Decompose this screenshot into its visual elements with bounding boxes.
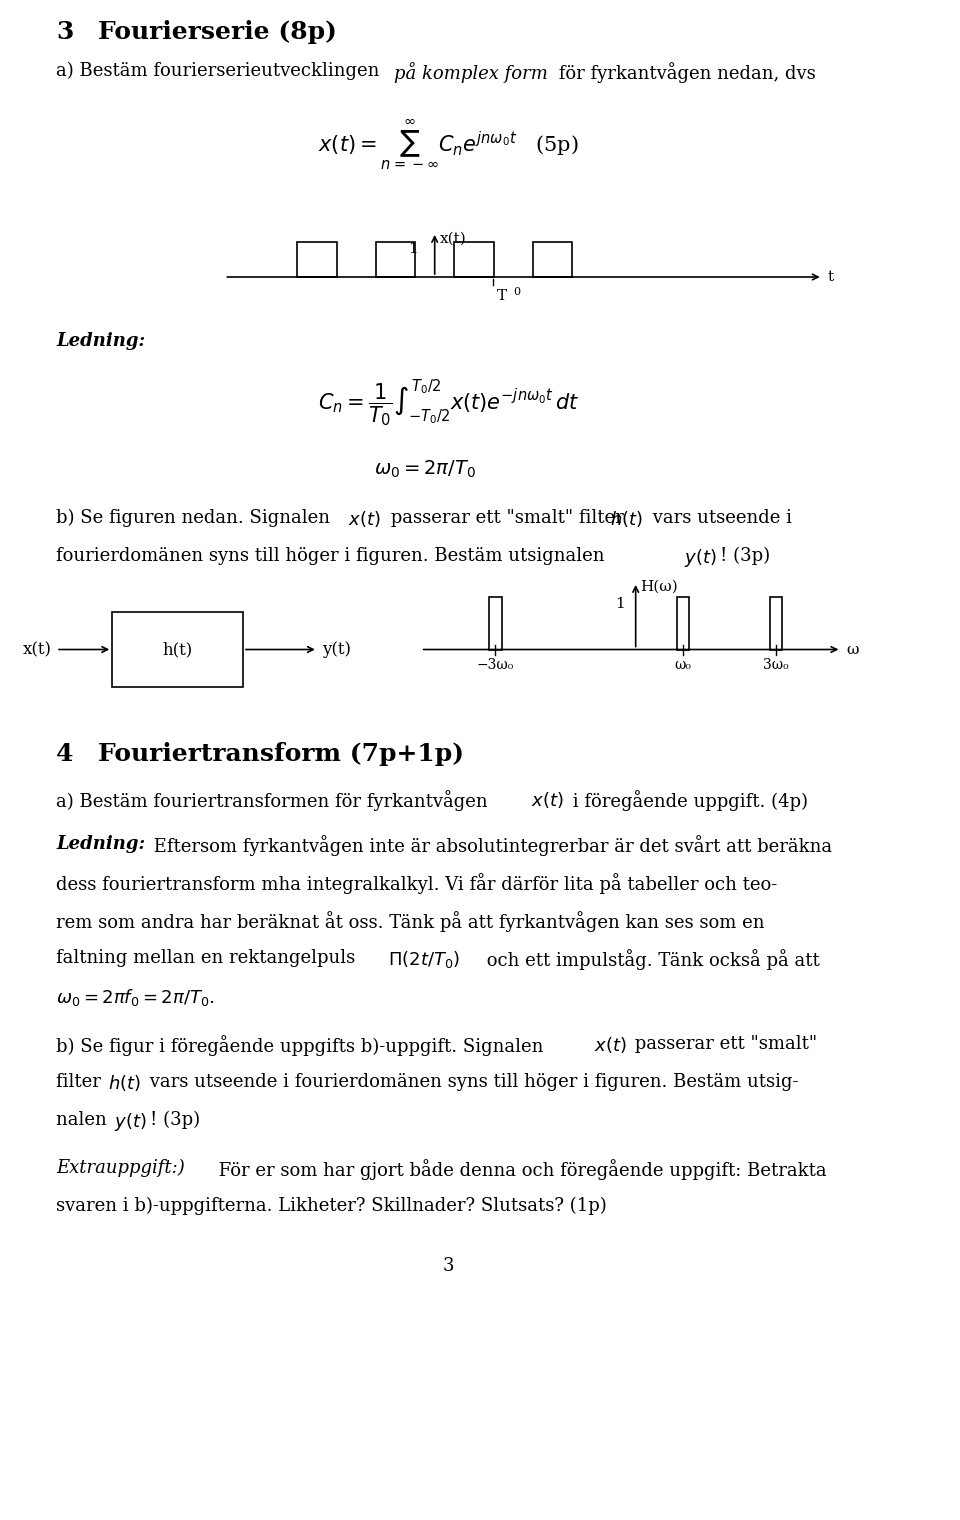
Text: h(t): h(t) <box>162 641 193 658</box>
Bar <box>298 242 337 277</box>
Text: ! (3p): ! (3p) <box>150 1111 200 1129</box>
Text: För er som har gjort både denna och föregående uppgift: Betrakta: För er som har gjort både denna och före… <box>213 1160 827 1180</box>
Text: faltning mellan en rektangelpuls: faltning mellan en rektangelpuls <box>56 948 361 967</box>
Text: på komplex form: på komplex form <box>395 62 548 84</box>
Text: passerar ett "smalt" filter: passerar ett "smalt" filter <box>385 509 630 527</box>
Text: Extrauppgift:): Extrauppgift:) <box>56 1160 185 1178</box>
Text: och ett impulståg. Tänk också på att: och ett impulståg. Tänk också på att <box>481 948 820 970</box>
Text: a) Bestäm fouriertransformen för fyrkantvågen: a) Bestäm fouriertransformen för fyrkant… <box>56 790 493 812</box>
Text: 0: 0 <box>514 287 520 296</box>
Text: 3: 3 <box>56 20 74 44</box>
Text: −3ω₀: −3ω₀ <box>477 658 514 672</box>
Text: H(ω): H(ω) <box>640 581 678 594</box>
Text: Eftersom fyrkantvågen inte är absolutintegrerbar är det svårt att beräkna: Eftersom fyrkantvågen inte är absolutint… <box>148 834 831 856</box>
Text: 3ω₀: 3ω₀ <box>763 658 789 672</box>
Text: x(t): x(t) <box>22 641 52 658</box>
Text: $x(t)$: $x(t)$ <box>593 1035 626 1055</box>
Text: x(t): x(t) <box>440 233 467 246</box>
Text: $x(t)$: $x(t)$ <box>348 509 380 529</box>
Bar <box>454 242 493 277</box>
Bar <box>533 242 572 277</box>
Bar <box>770 597 782 649</box>
Text: ω₀: ω₀ <box>674 658 691 672</box>
Text: dess fouriertransform mha integralkalkyl. Vi får därför lita på tabeller och teo: dess fouriertransform mha integralkalkyl… <box>56 872 778 894</box>
Text: filter: filter <box>56 1073 107 1091</box>
Text: Fouriertransform (7p+1p): Fouriertransform (7p+1p) <box>98 742 464 766</box>
Text: $\omega_0 = 2\pi f_0 = 2\pi/T_0$.: $\omega_0 = 2\pi f_0 = 2\pi/T_0$. <box>56 986 215 1008</box>
Text: nalen: nalen <box>56 1111 112 1129</box>
Text: b) Se figur i föregående uppgifts b)-uppgift. Signalen: b) Se figur i föregående uppgifts b)-upp… <box>56 1035 549 1056</box>
Text: vars utseende i fourierdomänen syns till höger i figuren. Bestäm utsig-: vars utseende i fourierdomänen syns till… <box>144 1073 799 1091</box>
Text: t: t <box>828 271 833 284</box>
Text: passerar ett "smalt": passerar ett "smalt" <box>629 1035 817 1053</box>
Text: vars utseende i: vars utseende i <box>647 509 792 527</box>
Bar <box>112 613 243 687</box>
Text: $\Pi(2t/T_0)$: $\Pi(2t/T_0)$ <box>388 948 460 970</box>
Text: 3: 3 <box>443 1257 454 1275</box>
Text: 1: 1 <box>408 242 418 255</box>
Text: ! (3p): ! (3p) <box>720 547 770 565</box>
Text: a) Bestäm fourierserieutvecklingen: a) Bestäm fourierserieutvecklingen <box>56 62 385 81</box>
Bar <box>490 597 501 649</box>
Text: $x(t)$: $x(t)$ <box>531 790 564 810</box>
Text: 4: 4 <box>56 742 74 766</box>
Bar <box>375 242 415 277</box>
Text: $h(t)$: $h(t)$ <box>108 1073 141 1093</box>
Text: $h(t)$: $h(t)$ <box>610 509 642 529</box>
Text: b) Se figuren nedan. Signalen: b) Se figuren nedan. Signalen <box>56 509 336 527</box>
Text: rem som andra har beräknat åt oss. Tänk på att fyrkantvågen kan ses som en: rem som andra har beräknat åt oss. Tänk … <box>56 910 764 932</box>
Text: $\omega_0 = 2\pi/T_0$: $\omega_0 = 2\pi/T_0$ <box>374 459 476 480</box>
Text: svaren i b)-uppgifterna. Likheter? Skillnader? Slutsats? (1p): svaren i b)-uppgifterna. Likheter? Skill… <box>56 1198 607 1216</box>
Text: y(t): y(t) <box>323 641 351 658</box>
Bar <box>677 597 688 649</box>
Text: $y(t)$: $y(t)$ <box>684 547 717 568</box>
Text: 1: 1 <box>614 597 624 611</box>
Text: fourierdomänen syns till höger i figuren. Bestäm utsignalen: fourierdomänen syns till höger i figuren… <box>56 547 611 565</box>
Text: i föregående uppgift. (4p): i föregående uppgift. (4p) <box>567 790 808 812</box>
Text: för fyrkantvågen nedan, dvs: för fyrkantvågen nedan, dvs <box>553 62 816 84</box>
Text: Fourierserie (8p): Fourierserie (8p) <box>98 20 337 44</box>
Text: ω: ω <box>846 643 858 657</box>
Text: $C_n = \dfrac{1}{T_0} \int_{-T_0/2}^{T_0/2} x(t) e^{-jn\omega_0 t}\, dt$: $C_n = \dfrac{1}{T_0} \int_{-T_0/2}^{T_0… <box>318 377 579 429</box>
Text: $y(t)$: $y(t)$ <box>114 1111 147 1132</box>
Text: Ledning:: Ledning: <box>56 331 145 350</box>
Text: $x(t) = \sum_{n=-\infty}^{\infty} C_n e^{jn\omega_0 t}$   (5p): $x(t) = \sum_{n=-\infty}^{\infty} C_n e^… <box>319 117 579 172</box>
Text: Ledning:: Ledning: <box>56 834 145 853</box>
Text: T: T <box>497 289 508 302</box>
